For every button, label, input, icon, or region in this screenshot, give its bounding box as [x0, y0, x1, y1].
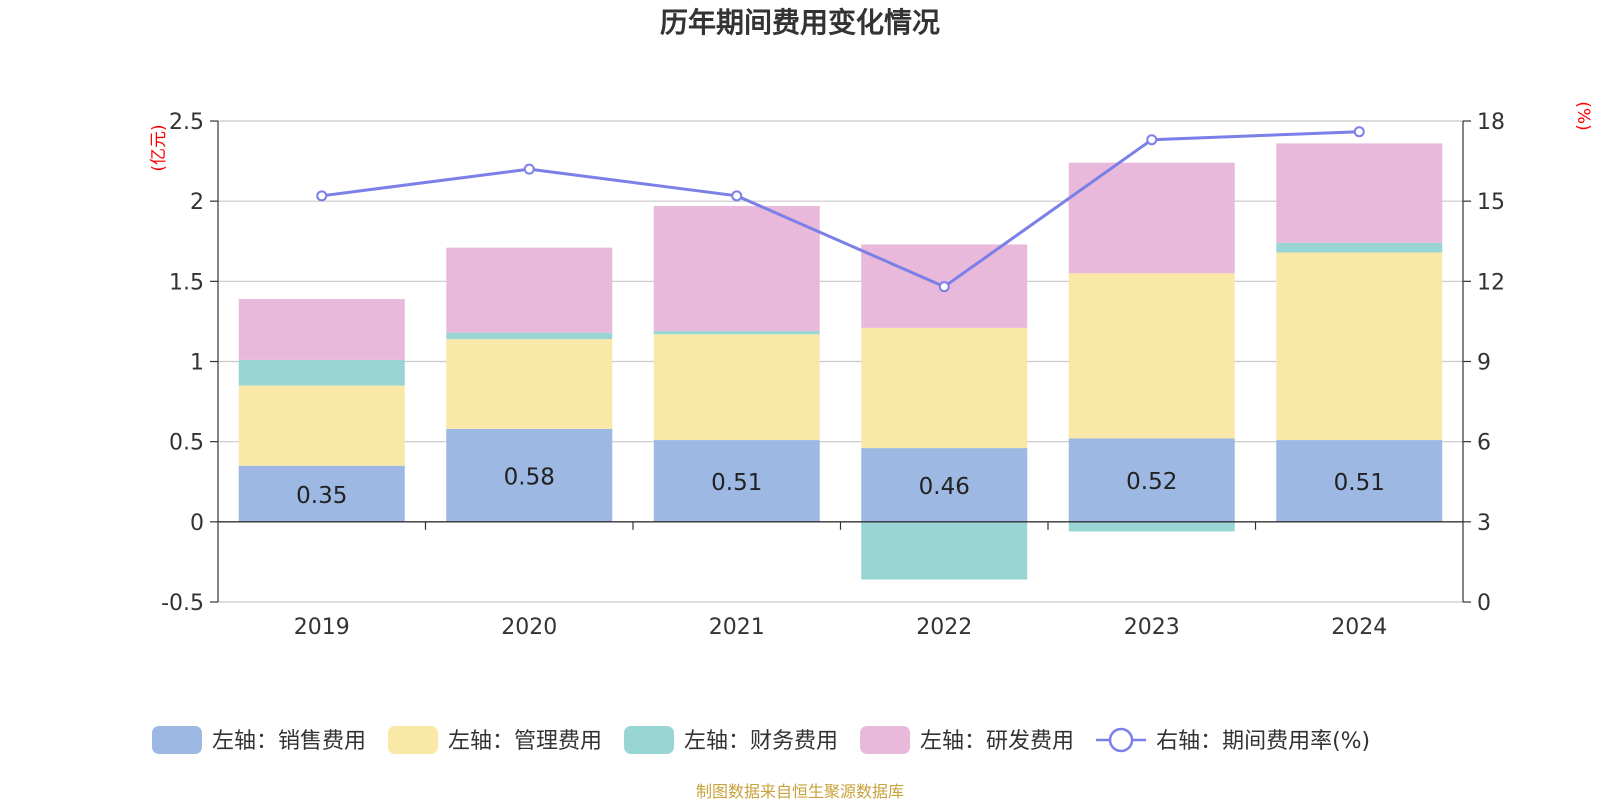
legend-label: 左轴：财务费用 — [684, 729, 838, 754]
right-tick-label: 0 — [1477, 591, 1491, 616]
legend-item-1[interactable]: 左轴：管理费用 — [388, 726, 602, 754]
left-axis-unit: (亿元) — [149, 124, 169, 171]
legend-swatch — [860, 726, 911, 754]
legend-label: 左轴：研发费用 — [920, 729, 1074, 754]
bar-series3-2019 — [238, 298, 405, 360]
right-tick-label: 6 — [1477, 431, 1491, 456]
left-tick-label: 0.5 — [169, 431, 204, 456]
bar-series1-2023 — [1068, 273, 1235, 439]
rate-point-2024 — [1353, 126, 1365, 138]
bar-label-2019: 0.35 — [296, 483, 347, 509]
rate-line-path — [321, 130, 1360, 289]
left-tick-label: 1 — [190, 351, 204, 376]
bar-series0-2022 — [861, 448, 1028, 522]
bar-series2-2023 — [1068, 521, 1235, 532]
bar-series2-2020 — [446, 332, 613, 340]
left-tick-label: 1.5 — [169, 270, 204, 295]
right-axis-unit: (%) — [1573, 101, 1593, 130]
bar-series2-2019 — [238, 359, 405, 386]
x-tick-label-2021: 2021 — [709, 615, 765, 640]
right-tick-label: 9 — [1477, 351, 1491, 376]
left-tick-label: 2.5 — [169, 110, 204, 135]
x-tick-label-2024: 2024 — [1331, 615, 1387, 640]
rate-point-2019 — [316, 190, 328, 202]
bar-series3-2020 — [446, 247, 613, 333]
bar-series2-2021 — [653, 331, 820, 335]
bar-series3-2024 — [1276, 143, 1443, 243]
bar-series3-2021 — [653, 205, 820, 332]
bar-series1-2024 — [1276, 252, 1443, 441]
bar-series3-2023 — [1068, 162, 1235, 274]
bar-label-2023: 0.52 — [1126, 469, 1177, 495]
legend-item-3[interactable]: 左轴：研发费用 — [860, 726, 1074, 754]
bar-series0-2021 — [653, 440, 820, 522]
data-labels: 0.35 0.58 0.51 0.46 0.52 0.51 — [296, 464, 1385, 508]
bar-series1-2020 — [446, 339, 613, 429]
bar-series0-2024 — [1276, 440, 1443, 522]
x-tick-label-2019: 2019 — [294, 615, 350, 640]
legend-label: 左轴：销售费用 — [212, 729, 366, 754]
x-tick-label-2022: 2022 — [916, 615, 972, 640]
bar-label-2021: 0.51 — [711, 470, 762, 496]
legend-item-0[interactable]: 左轴：销售费用 — [152, 726, 366, 754]
rate-point-2022 — [938, 281, 950, 293]
left-tick-label: 0 — [190, 511, 204, 536]
gridlines — [218, 120, 1463, 603]
bar-series1-2021 — [653, 334, 820, 441]
right-tick-label: 12 — [1477, 270, 1505, 295]
bar-series0-2019 — [238, 465, 405, 522]
bar-series1-2019 — [238, 385, 405, 466]
rate-point-2023 — [1146, 134, 1158, 146]
legend-label: 右轴：期间费用率(%) — [1156, 729, 1370, 754]
rate-line — [316, 126, 1365, 293]
bar-label-2022: 0.46 — [919, 474, 970, 500]
right-tick-label: 18 — [1477, 110, 1505, 135]
bar-label-2024: 0.51 — [1334, 470, 1385, 496]
legend-swatch — [152, 726, 202, 754]
legend[interactable]: 左轴：销售费用 左轴：管理费用 左轴：财务费用 左轴：研发费用 右轴：期间费用率(%) — [152, 726, 1370, 754]
bar-series0-2023 — [1068, 438, 1235, 522]
right-tick-label: 3 — [1477, 511, 1491, 536]
left-tick-label: -0.5 — [161, 591, 204, 616]
legend-item-2[interactable]: 左轴：财务费用 — [624, 726, 838, 754]
legend-swatch — [624, 726, 675, 754]
bar-series2-2022 — [861, 521, 1028, 580]
legend-marker — [1108, 727, 1134, 753]
x-tick-label-2023: 2023 — [1124, 615, 1180, 640]
bar-series0-2020 — [446, 428, 613, 522]
bars — [238, 143, 1443, 580]
right-tick-label: 15 — [1477, 190, 1505, 215]
legend-label: 左轴：管理费用 — [448, 729, 602, 754]
source-note: 制图数据来自恒生聚源数据库 — [696, 782, 904, 800]
rate-point-2021 — [731, 190, 743, 202]
bar-label-2020: 0.58 — [504, 464, 555, 490]
legend-item-4[interactable]: 右轴：期间费用率(%) — [1096, 727, 1370, 754]
left-tick-label: 2 — [190, 190, 204, 215]
rate-point-2020 — [523, 163, 535, 175]
bar-series2-2024 — [1276, 242, 1443, 253]
x-tick-label-2020: 2020 — [501, 615, 557, 640]
legend-swatch — [388, 726, 439, 754]
bar-series1-2022 — [861, 327, 1028, 449]
chart-title: 历年期间费用变化情况 — [660, 6, 940, 39]
